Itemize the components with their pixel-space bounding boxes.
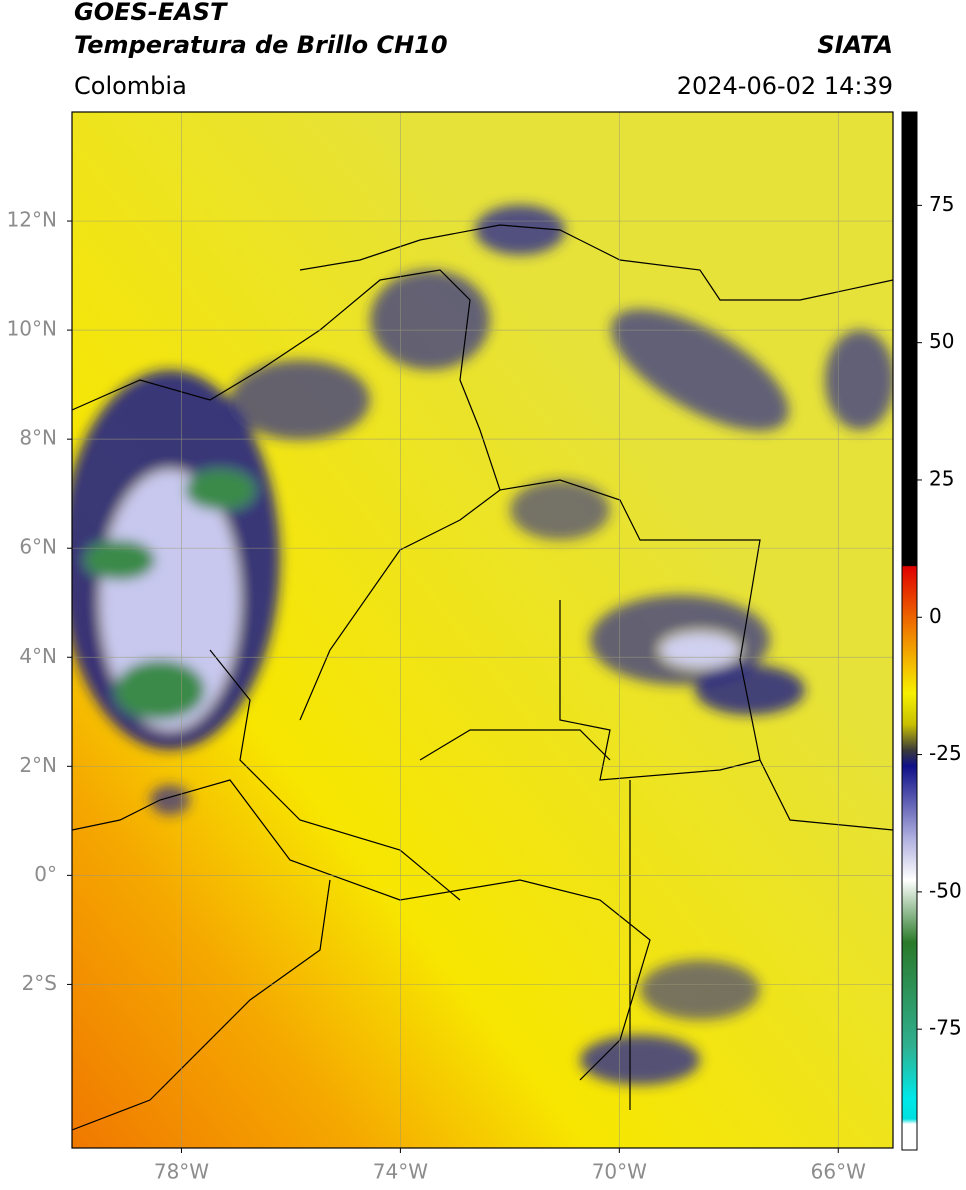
x-tick-label: 74°W: [373, 1160, 428, 1184]
colorbar-tick-label: 0: [929, 604, 942, 628]
y-tick-label: 12°N: [7, 208, 57, 232]
satellite-image: [72, 112, 893, 1148]
colorbar-tick-label: 25: [929, 466, 954, 490]
y-tick-label: 2°S: [22, 971, 57, 995]
colorbar-ticks: 75 50 25 0 -25 -50 -75: [917, 192, 962, 1040]
colorbar-tick-label: 50: [929, 329, 954, 353]
x-tick-label: 66°W: [811, 1160, 866, 1184]
subtitle: Temperatura de Brillo CH10: [74, 31, 448, 59]
y-tick-label: 6°N: [19, 535, 57, 559]
colorbar-tick-label: -50: [929, 878, 962, 902]
graticule: [67, 112, 893, 1153]
cloud-tops: [72, 205, 893, 1085]
colorbar-tick-label: 75: [929, 192, 954, 216]
y-tick-label: 4°N: [19, 644, 57, 668]
y-tick-label: 2°N: [19, 753, 57, 777]
colorbar-tick-label: -75: [929, 1016, 962, 1040]
x-tick-label: 78°W: [154, 1160, 209, 1184]
region: Colombia: [74, 72, 187, 100]
source: SIATA: [817, 31, 893, 59]
y-tick-label: 8°N: [19, 426, 57, 450]
title: GOES-EAST: [74, 0, 228, 26]
datetime: 2024-06-02 14:39: [677, 72, 893, 100]
colorbar: [901, 111, 918, 1151]
x-tick-label: 70°W: [592, 1160, 647, 1184]
colorbar-tick-label: -25: [929, 741, 962, 765]
map-frame: [71, 111, 894, 1149]
borders: [72, 224, 893, 1131]
y-tick-label: 0°: [34, 862, 57, 886]
y-tick-label: 10°N: [7, 317, 57, 341]
